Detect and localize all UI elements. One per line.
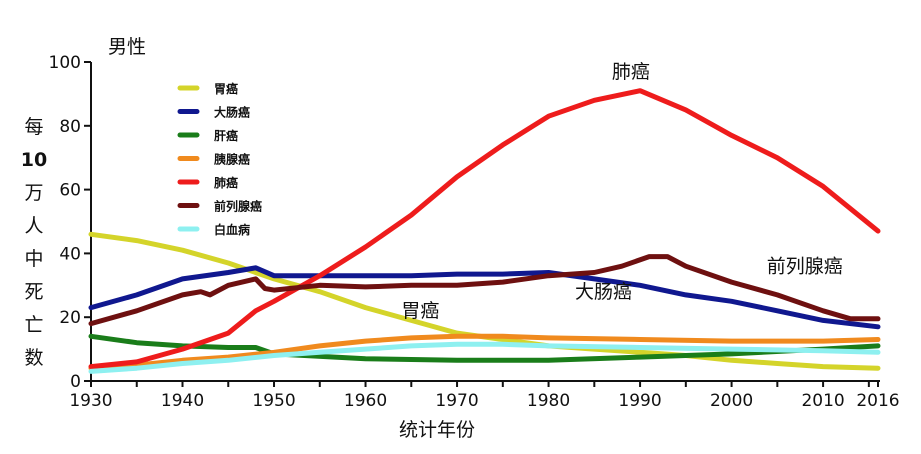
x-tick-label: 1960 <box>344 391 387 411</box>
y-axis-label-char: 数 <box>24 347 43 369</box>
annotation-label: 大肠癌 <box>575 281 632 303</box>
x-tick-label: 1980 <box>527 391 570 411</box>
annotation-label: 肺癌 <box>612 61 650 83</box>
y-tick-label: 80 <box>59 117 81 137</box>
y-tick-label: 100 <box>49 53 81 73</box>
legend-label: 肝癌 <box>214 128 238 143</box>
y-axis-label-char: 人 <box>24 215 43 237</box>
legend-label: 白血病 <box>214 222 250 237</box>
y-axis-label-char: 每 <box>24 116 43 138</box>
series-line-胰腺癌 <box>88 333 881 371</box>
x-tick-label: 1970 <box>435 391 478 411</box>
x-axis-label: 统计年份 <box>399 419 475 441</box>
y-axis-label-char: 10 <box>21 149 47 171</box>
x-tick-label: 2016 <box>856 391 899 411</box>
y-tick-label: 20 <box>59 308 81 328</box>
axes: 0 20 40 60 80 100 1930 1940 1950 1960 1970 1980 1990… <box>49 53 900 411</box>
y-axis-label-char: 死 <box>24 281 43 303</box>
series-line-白血病 <box>88 341 881 374</box>
y-tick-label: 40 <box>59 244 81 264</box>
chart-title: 男性 <box>108 36 146 58</box>
series-line-肺癌 <box>88 88 881 370</box>
series-line-肝癌 <box>88 333 881 363</box>
y-tick-label: 60 <box>59 181 81 201</box>
legend-label: 胰腺癌 <box>214 152 250 167</box>
series-lines <box>88 88 881 374</box>
y-tick-label: 0 <box>70 372 81 392</box>
x-tick-label: 1940 <box>161 391 204 411</box>
series-line-前列腺癌 <box>88 254 881 327</box>
x-tick-label: 1950 <box>252 391 295 411</box>
series-line-大肠癌 <box>88 265 881 330</box>
x-tick-label: 2000 <box>710 391 753 411</box>
annotation-label: 前列腺癌 <box>767 256 843 278</box>
legend-label: 大肠癌 <box>214 105 250 120</box>
x-tick-label: 2010 <box>801 391 844 411</box>
y-axis-label-char: 中 <box>24 248 43 270</box>
x-tick-label: 1990 <box>618 391 661 411</box>
annotation-label: 胃癌 <box>401 300 439 322</box>
legend-label: 肺癌 <box>214 175 238 190</box>
legend-label: 前列腺癌 <box>214 199 262 214</box>
x-tick-label: 1930 <box>69 391 112 411</box>
y-axis-label-char: 万 <box>24 182 43 204</box>
y-axis-label-char: 亡 <box>24 314 43 336</box>
legend-label: 胃癌 <box>214 81 238 96</box>
